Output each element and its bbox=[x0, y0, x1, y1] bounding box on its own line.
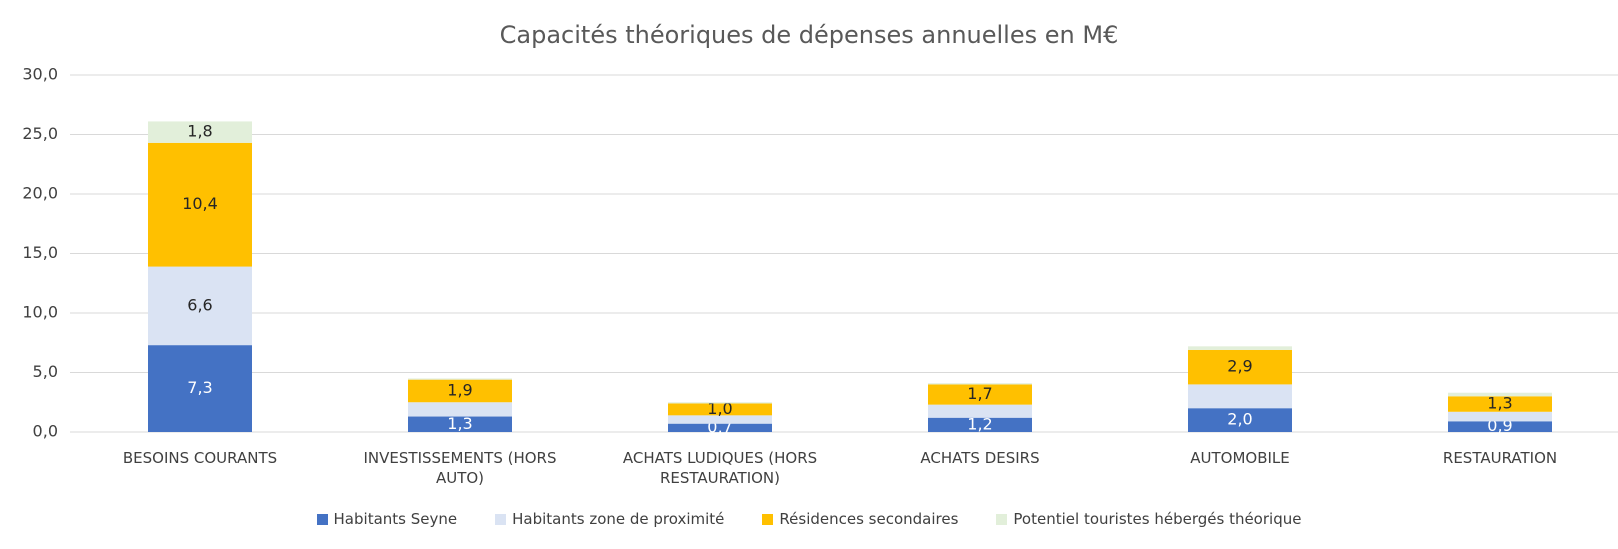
x-tick-label: ACHATS DESIRS bbox=[920, 449, 1040, 467]
y-tick-label: 0,0 bbox=[33, 422, 58, 441]
data-label: 1,3 bbox=[1487, 394, 1512, 413]
data-label: 1,8 bbox=[187, 122, 212, 141]
x-tick-label: RESTAURATION bbox=[1442, 449, 1558, 467]
data-label: 10,4 bbox=[182, 194, 218, 213]
legend-swatch bbox=[316, 513, 328, 525]
bar-segment bbox=[1448, 396, 1552, 412]
data-label: 7,3 bbox=[187, 378, 212, 397]
data-label: 2,9 bbox=[1227, 357, 1252, 376]
bar-segment bbox=[928, 417, 1032, 432]
data-label: 2,0 bbox=[1227, 410, 1252, 429]
bar-segment bbox=[928, 404, 1032, 418]
legend-swatch bbox=[762, 513, 774, 525]
data-label: 1,3 bbox=[447, 414, 472, 433]
legend-label: Résidences secondaires bbox=[779, 510, 959, 528]
bar-segment bbox=[1448, 411, 1552, 422]
y-tick-label: 30,0 bbox=[22, 65, 58, 84]
legend: Habitants Seyne Habitants zone de proximi… bbox=[0, 510, 1618, 528]
bar-segment bbox=[928, 383, 1032, 385]
x-tick-label: AUTOMOBILE bbox=[1190, 449, 1290, 467]
bar-segment bbox=[408, 378, 512, 380]
y-tick-label: 5,0 bbox=[33, 362, 58, 381]
bar-segment bbox=[1188, 349, 1292, 385]
y-tick-label: 15,0 bbox=[22, 243, 58, 262]
bar-segment bbox=[928, 384, 1032, 405]
legend-item: Résidences secondaires bbox=[762, 510, 958, 528]
x-tick-label: INVESTISSEMENTS (HORS AUTO) bbox=[363, 449, 557, 487]
data-label: 1,9 bbox=[447, 380, 472, 399]
bar-segment bbox=[1448, 421, 1552, 432]
bar-segment bbox=[148, 266, 252, 346]
x-tick-label: BESOINS COURANTS bbox=[122, 449, 278, 467]
legend-label: Habitants zone de proximité bbox=[512, 510, 725, 528]
legend-swatch bbox=[996, 513, 1008, 525]
y-tick-label: 20,0 bbox=[22, 184, 58, 203]
legend-item: Habitants zone de proximité bbox=[495, 510, 724, 528]
bar-segment bbox=[668, 423, 772, 432]
bar-segment bbox=[148, 142, 252, 267]
bar-segment bbox=[148, 345, 252, 432]
bar-segment bbox=[668, 402, 772, 404]
bar-segment bbox=[408, 416, 512, 432]
data-label: 1,7 bbox=[967, 384, 992, 403]
legend-label: Potentiel touristes hébergés théorique bbox=[1013, 510, 1302, 528]
y-tick-label: 25,0 bbox=[22, 124, 58, 143]
legend-swatch bbox=[495, 513, 507, 525]
data-label: 1,2 bbox=[967, 414, 992, 433]
bar-segment bbox=[148, 121, 252, 143]
bar-segment bbox=[668, 403, 772, 416]
bar-segment bbox=[1448, 392, 1552, 397]
legend-item: Potentiel touristes hébergés théorique bbox=[996, 510, 1301, 528]
bar-segment bbox=[408, 402, 512, 417]
bar-segment bbox=[1188, 384, 1292, 409]
bar-segment bbox=[1188, 346, 1292, 350]
data-label: 1,0 bbox=[707, 399, 732, 418]
bar-segment bbox=[408, 379, 512, 403]
chart-title: Capacités théoriques de dépenses annuell… bbox=[500, 21, 1119, 49]
x-tick-label: ACHATS LUDIQUES (HORS RESTAURATION) bbox=[622, 449, 818, 487]
bar-segment bbox=[668, 415, 772, 424]
legend-item: Habitants Seyne bbox=[316, 510, 458, 528]
legend-label: Habitants Seyne bbox=[333, 510, 458, 528]
data-label: 6,6 bbox=[187, 295, 212, 314]
y-tick-label: 10,0 bbox=[22, 303, 58, 322]
bar-segment bbox=[1188, 408, 1292, 432]
